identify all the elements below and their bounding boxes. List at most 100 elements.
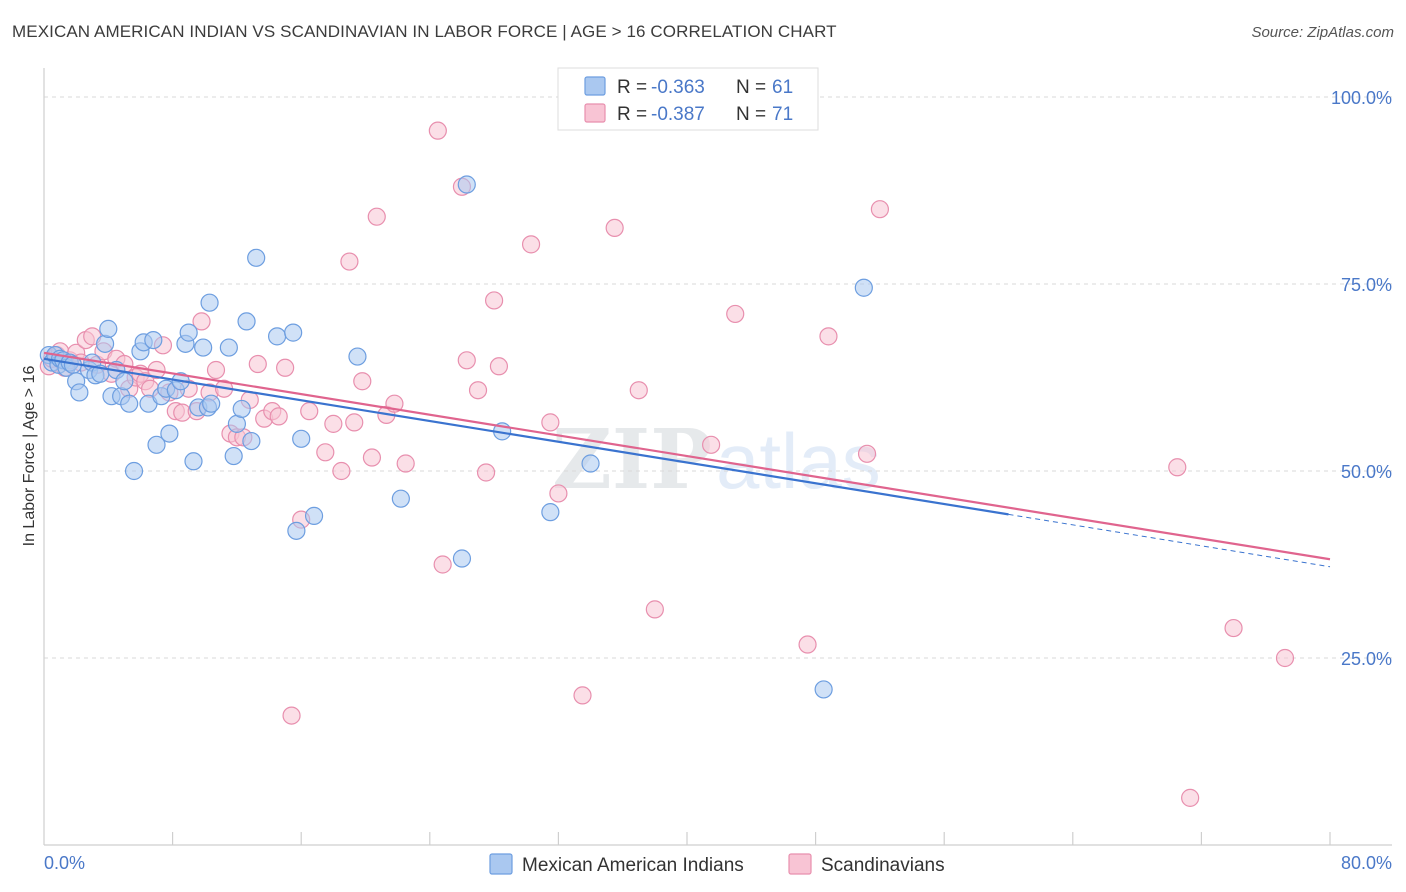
scandinavians-point-43 bbox=[316, 443, 335, 462]
scandinavians-point-48 bbox=[353, 372, 372, 391]
scandinavians-point-63 bbox=[541, 413, 560, 432]
mexican-american-indians-point-60 bbox=[814, 680, 833, 699]
mexican-american-indians-point-22 bbox=[124, 461, 144, 481]
scandinavians-point-35 bbox=[248, 354, 267, 374]
mexican-american-indians-point-51 bbox=[292, 429, 311, 448]
scandinavians-point-46 bbox=[340, 252, 359, 271]
scandinavians-point-64 bbox=[549, 484, 568, 503]
mexican-american-indians-point-44 bbox=[232, 399, 251, 419]
mexican-american-indians-point-39 bbox=[202, 394, 221, 413]
scandinavians-point-77 bbox=[1224, 618, 1243, 638]
mexican-american-indians-point-46 bbox=[242, 431, 261, 451]
scandinavians-point-54 bbox=[428, 121, 447, 140]
scandinavians-point-73 bbox=[857, 444, 877, 463]
legend-n-label-1: N = bbox=[736, 77, 766, 98]
y-tick-label-25: 25.0% bbox=[1341, 649, 1392, 669]
gridlines bbox=[44, 96, 1392, 659]
trend-lines bbox=[43, 351, 1331, 568]
bottom-legend-swatch-mexican-american-indians bbox=[489, 853, 513, 875]
scandinavians-point-60 bbox=[485, 291, 504, 310]
mexican-american-indians-point-37 bbox=[194, 338, 213, 357]
mexican-american-indians-point-21 bbox=[120, 394, 139, 413]
mexican-american-indians-point-54 bbox=[391, 489, 410, 508]
x-tick-label-max: 80.0% bbox=[1341, 853, 1392, 873]
scandinavians-point-75 bbox=[1168, 458, 1187, 477]
scandinavians-point-66 bbox=[605, 218, 624, 237]
legend-swatch-mexican-american-indians bbox=[584, 76, 606, 96]
scandinavians-point-56 bbox=[457, 351, 476, 370]
scandinavians-point-69 bbox=[702, 435, 721, 454]
scandinavians-point-45 bbox=[332, 461, 351, 481]
series-legend: Mexican American Indians Scandinavians bbox=[489, 853, 945, 876]
legend-r-value-1: -0.363 bbox=[651, 77, 705, 98]
scandinavians-point-47 bbox=[345, 413, 364, 432]
scandinavians-point-55 bbox=[433, 555, 452, 574]
scandinavians-point-59 bbox=[476, 463, 496, 482]
legend-r-label-2: R = bbox=[617, 104, 647, 125]
mexican-american-indians-point-41 bbox=[219, 338, 238, 357]
scandinavians-point-44 bbox=[324, 414, 343, 433]
mexican-american-indians-point-10 bbox=[70, 383, 89, 402]
bottom-legend-swatch-scandinavians bbox=[788, 853, 812, 875]
mexican-american-indians-point-58 bbox=[541, 503, 560, 522]
mexican-american-indians-point-16 bbox=[99, 319, 118, 338]
mexican-american-indians-point-15 bbox=[95, 334, 115, 353]
scandinavians-point-72 bbox=[819, 327, 838, 346]
scandinavians-point-39 bbox=[276, 358, 295, 377]
scandinavians-point-53 bbox=[396, 454, 415, 473]
mexican-american-indians-point-34 bbox=[179, 323, 198, 342]
legend-n-label-2: N = bbox=[736, 104, 766, 125]
scandinavians-point-65 bbox=[573, 686, 592, 705]
legend-n-value-2: 71 bbox=[772, 104, 793, 125]
scandinavians-point-58 bbox=[468, 381, 488, 400]
mexican-american-indians-point-35 bbox=[184, 452, 203, 471]
scandinavians-point-76 bbox=[1181, 788, 1200, 807]
mexican-american-indians-point-59 bbox=[581, 454, 600, 473]
mexican-american-indians-point-45 bbox=[237, 312, 256, 331]
stats-legend: R = -0.363 N = 61 R = -0.387 N = 71 bbox=[557, 67, 819, 131]
trend-line-mexican-american-indians bbox=[43, 357, 1009, 516]
mexican-american-indians-point-56 bbox=[457, 175, 476, 194]
mexican-american-indians-point-61 bbox=[854, 278, 873, 297]
y-tick-label-50: 50.0% bbox=[1341, 462, 1392, 482]
scandinavians-point-71 bbox=[798, 635, 817, 654]
mexican-american-indians-point-48 bbox=[267, 327, 287, 346]
legend-r-label-1: R = bbox=[617, 77, 647, 98]
mexican-american-indians-point-49 bbox=[284, 323, 303, 342]
y-tick-label-100: 100.0% bbox=[1331, 88, 1392, 108]
scandinavians-point-70 bbox=[726, 304, 745, 324]
watermark-zip: ZIP bbox=[552, 412, 712, 508]
scandinavians-point-38 bbox=[269, 407, 288, 426]
bottom-legend-label-scandinavians: Scandinavians bbox=[821, 855, 945, 876]
x-ticks bbox=[172, 832, 1331, 845]
trend-line-scandinavians bbox=[43, 351, 1331, 561]
scandinavians-point-27 bbox=[192, 312, 211, 331]
chart-title: MEXICAN AMERICAN INDIAN VS SCANDINAVIAN … bbox=[12, 22, 837, 41]
mexican-american-indians-point-20 bbox=[115, 372, 134, 391]
mexican-american-indians-point-40 bbox=[200, 293, 219, 312]
legend-n-value-1: 61 bbox=[772, 77, 793, 98]
scandinavians-point-68 bbox=[645, 600, 664, 619]
legend-swatch-scandinavians bbox=[584, 103, 606, 123]
axes bbox=[43, 68, 1392, 846]
mexican-american-indians-point-50 bbox=[287, 521, 306, 540]
bottom-legend-label-mexican-american-indians: Mexican American Indians bbox=[522, 855, 744, 876]
scandinavians-point-50 bbox=[367, 207, 386, 226]
trend-line-extension-mexican-american-indians bbox=[1008, 513, 1331, 568]
mexican-american-indians-point-47 bbox=[247, 248, 266, 267]
x-tick-label-min: 0.0% bbox=[44, 853, 85, 873]
scandinavians-point-40 bbox=[282, 706, 301, 725]
y-tick-labels: 25.0% 50.0% 75.0% 100.0% bbox=[1331, 88, 1392, 669]
scandinavians-point-74 bbox=[870, 200, 890, 219]
watermark-atlas: atlas bbox=[716, 417, 881, 505]
mexican-american-indians-point-27 bbox=[147, 435, 166, 454]
scandinavians-point-29 bbox=[206, 360, 226, 380]
mexican-american-indians-point-52 bbox=[304, 506, 324, 525]
scandinavians-point-67 bbox=[629, 381, 648, 400]
mexican-american-indians-point-42 bbox=[224, 446, 243, 466]
legend-r-value-2: -0.387 bbox=[651, 104, 705, 125]
mexican-american-indians-point-53 bbox=[348, 347, 367, 366]
scandinavians-point-78 bbox=[1275, 648, 1295, 668]
y-tick-label-75: 75.0% bbox=[1341, 275, 1392, 295]
